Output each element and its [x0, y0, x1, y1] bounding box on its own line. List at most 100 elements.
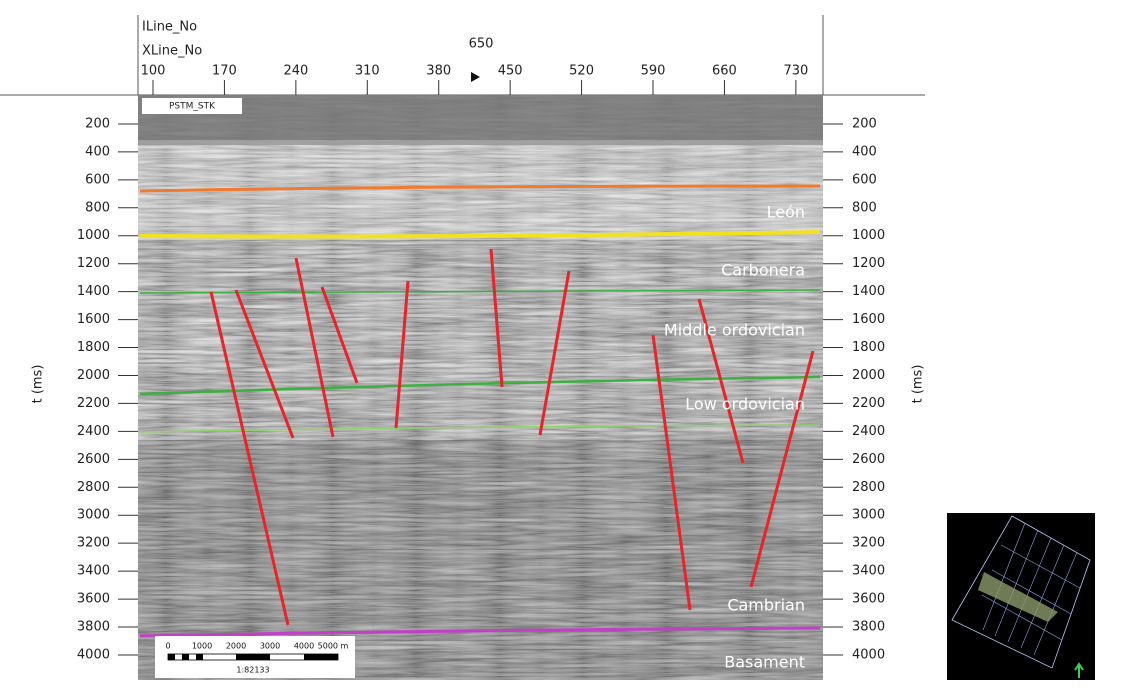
- fault: [489, 248, 504, 388]
- time-tick-label: 3600: [852, 592, 885, 607]
- time-axis-label: t (ms): [31, 365, 46, 404]
- time-tick-label: 1400: [77, 284, 110, 299]
- time-tick-label: 1800: [77, 340, 110, 355]
- time-tick-label: 4000: [852, 647, 885, 662]
- xline-tick-label: 100: [141, 64, 166, 79]
- scale-seg: [182, 654, 189, 660]
- horizon-label: León: [767, 203, 805, 222]
- section-label-box: [142, 98, 242, 114]
- horizon: [139, 289, 821, 294]
- time-tick-label: 3200: [77, 536, 110, 551]
- scale-seg: [236, 654, 270, 660]
- time-tick-label: 1400: [852, 284, 885, 299]
- horizon-label: Basament: [724, 653, 805, 672]
- fault: [538, 270, 571, 436]
- time-tick-label: 400: [852, 144, 877, 159]
- time-tick-label: 3400: [852, 564, 885, 579]
- horizon: [139, 626, 821, 638]
- time-tick-label: 1000: [77, 228, 110, 243]
- north-arrow: [1074, 662, 1084, 678]
- xline-tick-label: 310: [355, 64, 380, 79]
- scale-seg: [196, 654, 203, 660]
- section-label: PSTM_STK: [169, 102, 216, 112]
- time-tick-label: 800: [852, 200, 877, 215]
- time-tick-label: 1200: [77, 256, 110, 271]
- xline-tick-label: 450: [498, 64, 523, 79]
- fault: [749, 350, 815, 588]
- horizon-label: Carbonera: [721, 261, 805, 280]
- fault: [697, 298, 745, 464]
- horizon-label: Middle ordovician: [664, 321, 805, 340]
- time-axis-label: t (ms): [911, 365, 926, 404]
- time-tick-label: 1000: [852, 228, 885, 243]
- horizon-label: Cambrian: [727, 596, 805, 615]
- scale-ratio: 1:82133: [236, 666, 269, 675]
- inline-marker: [471, 72, 480, 82]
- fault: [294, 257, 335, 438]
- time-tick-label: 1200: [852, 256, 885, 271]
- time-tick-label: 3800: [852, 620, 885, 635]
- horizon-label: Low ordovician: [685, 395, 805, 414]
- faults: [209, 248, 815, 626]
- scale-label: 1000: [192, 642, 212, 651]
- time-tick-label: 2400: [852, 424, 885, 439]
- time-tick-label: 3800: [77, 620, 110, 635]
- time-tick-label: 3600: [77, 592, 110, 607]
- xline-tick-label: 730: [783, 64, 808, 79]
- fault: [209, 291, 290, 626]
- xline-tick-label: 240: [283, 64, 308, 79]
- fault: [394, 280, 410, 429]
- time-tick-label: 800: [85, 200, 110, 215]
- scale-label: 4000: [294, 642, 314, 651]
- xline-tick-label: 170: [212, 64, 237, 79]
- top-mute: [138, 95, 823, 145]
- xline-tick-label: 590: [641, 64, 666, 79]
- time-tick-label: 3400: [77, 564, 110, 579]
- time-tick-label: 2200: [77, 396, 110, 411]
- section: PSTM_STK León Carbonera Middle ordovicia…: [138, 95, 823, 680]
- time-tick-label: 3200: [852, 536, 885, 551]
- scale-label: 0: [165, 642, 170, 651]
- scale-label: 3000: [260, 642, 280, 651]
- minimap-grid: [981, 522, 1081, 656]
- time-tick-label: 3000: [852, 508, 885, 523]
- time-tick-label: 200: [85, 116, 110, 131]
- xline-tick-label: 660: [712, 64, 737, 79]
- xline-tick-label: 380: [426, 64, 451, 79]
- minimap: [947, 513, 1095, 680]
- time-tick-label: 2000: [77, 368, 110, 383]
- time-tick-label: 400: [85, 144, 110, 159]
- time-tick-label: 2600: [852, 452, 885, 467]
- horizon: [139, 375, 821, 396]
- seismic-texture: [138, 95, 823, 680]
- time-tick-label: 600: [85, 172, 110, 187]
- time-tick-label: 2400: [77, 424, 110, 439]
- time-tick-label: 3000: [77, 508, 110, 523]
- time-tick-label: 2600: [77, 452, 110, 467]
- inline-label: ILine_No: [142, 20, 197, 35]
- fault: [234, 289, 295, 439]
- time-tick-label: 4000: [77, 647, 110, 662]
- inline-value: 650: [469, 37, 494, 52]
- scale-bar: 0 1000 2000 3000 4000 5000 m 1:82133: [155, 636, 355, 678]
- time-tick-label: 2200: [852, 396, 885, 411]
- xline-label: XLine_No: [142, 44, 202, 59]
- fault: [320, 286, 359, 384]
- time-tick-label: 2000: [852, 368, 885, 383]
- xline-tick-label: 520: [569, 64, 594, 79]
- fault: [651, 334, 692, 611]
- horizon: [139, 230, 821, 239]
- horizon: [139, 184, 821, 193]
- time-tick-label: 200: [852, 116, 877, 131]
- scale-seg: [304, 654, 338, 660]
- minimap-section: [978, 572, 1058, 622]
- time-tick-label: 1800: [852, 340, 885, 355]
- scale-label: 5000 m: [318, 642, 349, 651]
- time-tick-label: 600: [852, 172, 877, 187]
- time-tick-label: 1600: [852, 312, 885, 327]
- scale-seg: [168, 654, 175, 660]
- horizon: [139, 424, 821, 433]
- time-tick-label: 2800: [852, 480, 885, 495]
